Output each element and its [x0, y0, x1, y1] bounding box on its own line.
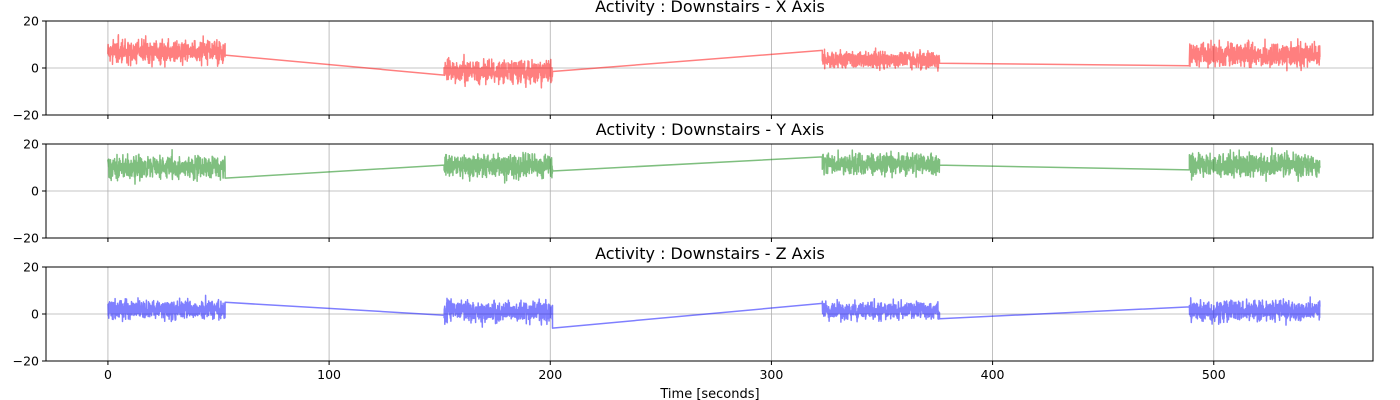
- y-tick-label: 20: [23, 14, 39, 29]
- x-tick-label: 400: [981, 367, 1005, 382]
- series-line-z: [107, 294, 1321, 329]
- x-tick-label: 100: [317, 367, 341, 382]
- panel-title-x: Activity : Downstairs - X Axis: [595, 0, 825, 16]
- x-tick-label: 500: [1202, 367, 1226, 382]
- x-axis-label: Time [seconds]: [659, 387, 759, 400]
- x-tick-label: 0: [104, 367, 112, 382]
- y-tick-label: 0: [31, 184, 39, 199]
- y-tick-label: 20: [23, 260, 39, 275]
- grid-y: [46, 143, 1373, 239]
- series-line-y: [107, 147, 1321, 185]
- y-tick-label: −20: [13, 231, 39, 246]
- series-z: [107, 294, 1321, 329]
- grid-x: [46, 20, 1373, 116]
- y-ticks-z: −20 0 20: [13, 260, 46, 369]
- y-tick-label: 0: [31, 307, 39, 322]
- panel-title-y: Activity : Downstairs - Y Axis: [596, 120, 825, 139]
- panel-x-axis: Activity : Downstairs - X Axis −20 0 20: [13, 0, 1374, 123]
- x-tickmarks-x: [107, 115, 1215, 119]
- series-y: [107, 147, 1321, 185]
- y-tick-label: −20: [13, 108, 39, 123]
- y-tick-label: 20: [23, 137, 39, 152]
- panel-z-axis: Activity : Downstairs - Z Axis −20 0 20 0 1…: [13, 244, 1374, 400]
- x-tick-labels: 0 100 200 300 400 500: [104, 367, 1226, 382]
- series-line-x: [107, 34, 1321, 89]
- y-tick-label: −20: [13, 354, 39, 369]
- y-ticks-x: −20 0 20: [13, 14, 46, 123]
- y-ticks-y: −20 0 20: [13, 137, 46, 246]
- panel-title-z: Activity : Downstairs - Z Axis: [595, 244, 825, 263]
- x-tickmarks-y: [107, 238, 1215, 242]
- x-tickmarks-z: [107, 361, 1215, 365]
- panel-y-axis: Activity : Downstairs - Y Axis −20 0 20: [13, 120, 1374, 246]
- y-tick-label: 0: [31, 61, 39, 76]
- x-tick-label: 300: [759, 367, 783, 382]
- series-x: [107, 34, 1321, 89]
- x-tick-label: 200: [538, 367, 562, 382]
